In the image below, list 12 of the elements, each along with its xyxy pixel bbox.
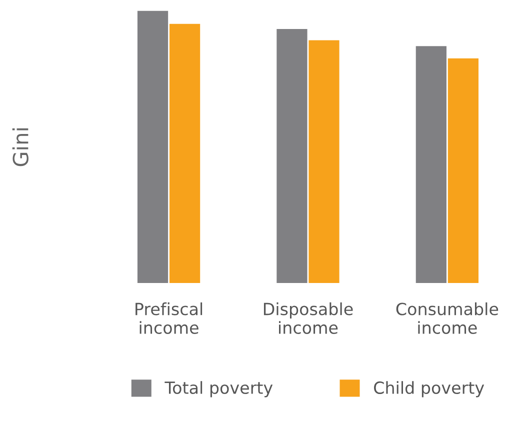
bar [169, 24, 200, 283]
x-tick-label: Consumable income [396, 302, 498, 334]
legend-label: Child poverty [374, 381, 484, 398]
bar [448, 58, 478, 283]
bar [308, 40, 340, 283]
legend-label: Total poverty [164, 381, 273, 398]
x-tick-label: Disposable income [264, 302, 353, 334]
bar [137, 10, 168, 283]
x-tick-label: Prefiscal income [136, 302, 202, 334]
bar [276, 29, 308, 283]
y-axis-title: Gini [12, 128, 28, 166]
bar [416, 46, 446, 283]
